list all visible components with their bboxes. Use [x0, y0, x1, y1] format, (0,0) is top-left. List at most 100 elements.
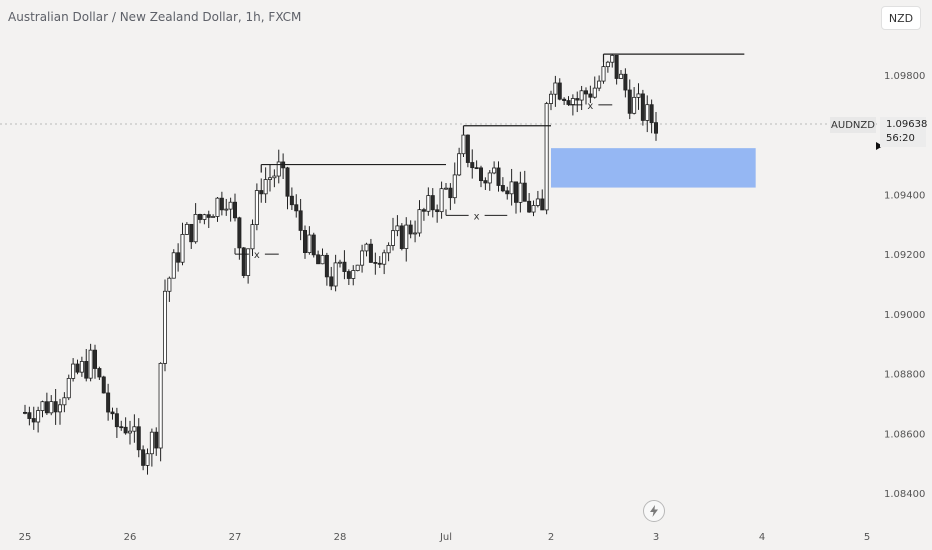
candle-down [110, 411, 115, 415]
candle-down [31, 418, 36, 423]
candle-down [324, 254, 329, 278]
candle-down [259, 190, 264, 195]
candle-up [215, 197, 220, 217]
candle-down [176, 252, 181, 263]
candle-up [553, 82, 558, 95]
candle-up [579, 90, 584, 101]
x-tick-label: Jul [439, 532, 452, 543]
lightning-icon[interactable] [643, 500, 665, 522]
candle-down [93, 349, 98, 369]
symbol-label: AUDNZD [830, 117, 876, 133]
candle-down [588, 93, 593, 98]
candle-up [619, 73, 624, 79]
x-axis[interactable]: 25 26 27 28 Jul 2 3 4 5 [19, 532, 871, 543]
candles-layer [22, 54, 659, 475]
candle-up [487, 172, 492, 184]
candle-up [162, 290, 167, 364]
candle-up [228, 201, 233, 210]
candle-down [408, 224, 413, 235]
candle-up [337, 261, 342, 264]
candle-up [386, 245, 391, 254]
candle-up [171, 252, 176, 279]
candle-up [597, 80, 602, 89]
x-tick-label: 27 [229, 532, 242, 543]
candle-up [158, 362, 163, 449]
candle-up [211, 216, 216, 218]
y-tick-label: 1.08400 [884, 489, 925, 500]
candle-up [417, 209, 422, 234]
candle-down [623, 73, 628, 91]
sweep-marker-label: x [254, 250, 260, 261]
candle-down [302, 230, 307, 253]
last-price-value: 1.09638 [886, 119, 928, 130]
candle-down [101, 376, 106, 394]
candle-up [426, 195, 431, 212]
chart-title: Australian Dollar / New Zealand Dollar, … [8, 10, 302, 24]
candle-down [448, 187, 453, 199]
candle-up [267, 177, 272, 180]
candle-down [154, 431, 159, 449]
candle-up [457, 153, 462, 176]
candle-down [316, 254, 321, 265]
candle-up [570, 98, 575, 105]
candle-down [136, 426, 141, 451]
candle-down [123, 426, 128, 434]
candle-down [614, 54, 619, 79]
lightning-glyph [650, 505, 658, 517]
candle-down [289, 195, 294, 206]
currency-badge[interactable]: NZD [881, 6, 921, 30]
x-tick-label: 28 [334, 532, 347, 543]
candle-up [202, 214, 207, 220]
candle-down [311, 234, 316, 256]
candle-up [439, 188, 444, 213]
demand-zone-layer [551, 148, 756, 188]
candle-down [522, 182, 527, 202]
candle-up [492, 167, 497, 174]
candle-up [66, 377, 71, 399]
candle-down [232, 201, 237, 219]
candle-down [27, 412, 32, 419]
candle-up [382, 252, 387, 265]
candle-down [22, 411, 27, 414]
x-tick-label: 2 [548, 532, 554, 543]
y-tick-label: 1.09000 [884, 310, 925, 321]
candle-up [132, 426, 137, 432]
candle-up [167, 277, 172, 292]
candle-up [149, 431, 154, 455]
candle-down [435, 209, 440, 213]
candle-up [645, 104, 650, 121]
candle-up [636, 93, 641, 98]
candle-up [88, 349, 93, 379]
candle-up [413, 232, 418, 235]
candle-down [119, 426, 124, 429]
candle-up [79, 361, 84, 373]
x-tick-label: 3 [653, 532, 659, 543]
candle-down [197, 214, 202, 220]
candle-up [36, 410, 41, 423]
sweep-marker-label: x [587, 101, 593, 112]
candle-down [527, 200, 532, 213]
bar-countdown: 56:20 [886, 133, 915, 144]
candle-down [496, 167, 501, 186]
candle-up [254, 190, 259, 225]
candle-up [404, 224, 409, 249]
candle-up [127, 430, 132, 434]
candle-down [540, 198, 545, 211]
candle-up [180, 234, 185, 263]
candle-down [654, 122, 659, 134]
candle-up [49, 401, 54, 414]
candle-up [632, 96, 637, 114]
candle-down [114, 413, 119, 428]
candle-up [544, 103, 549, 211]
candle-down [44, 401, 49, 414]
candle-down [141, 449, 146, 466]
candle-down [206, 214, 211, 218]
candle-down [97, 368, 102, 378]
candle-down [368, 243, 373, 263]
candle-down [470, 162, 475, 169]
y-tick-label: 1.09400 [884, 190, 925, 201]
candle-down [478, 167, 483, 182]
candle-up [360, 250, 365, 266]
